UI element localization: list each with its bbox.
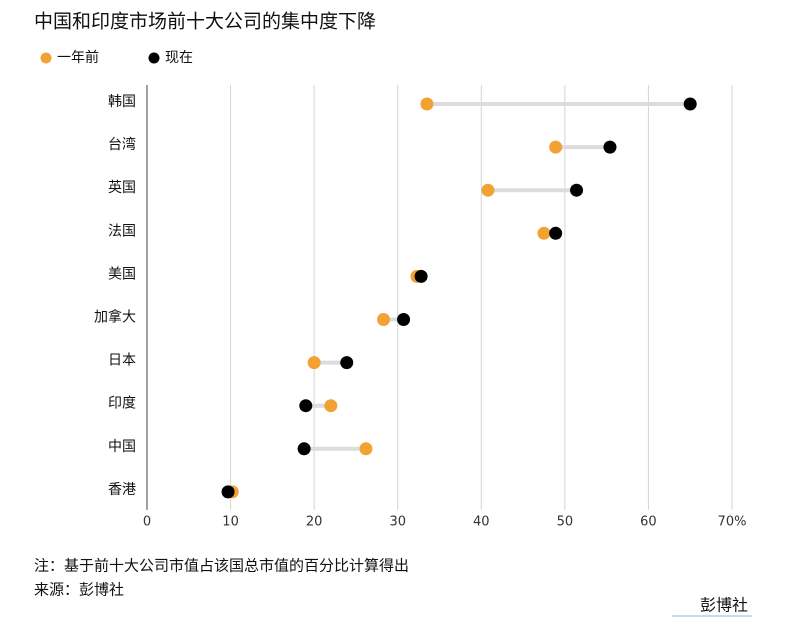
logo: 彭博社 (700, 596, 748, 615)
dot (420, 97, 434, 111)
dot (603, 140, 617, 154)
dot (221, 485, 235, 499)
y-tick-label: 日本 (108, 353, 136, 369)
dot (549, 140, 563, 154)
x-tick-label: 50 (557, 515, 574, 530)
x-tick-label: 10 (222, 515, 239, 530)
dot (307, 356, 321, 370)
y-tick-label: 英国 (108, 179, 136, 196)
dot (297, 442, 311, 456)
dot (570, 183, 584, 197)
source: 来源：彭博社 (34, 581, 124, 599)
x-tick-label: 20 (306, 515, 323, 530)
note: 注：基于前十大公司市值占该国总市值的百分比计算得出 (34, 557, 409, 575)
y-tick-label: 印度 (108, 396, 136, 412)
y-tick-label: 韩国 (108, 94, 136, 110)
y-tick-label: 香港 (108, 482, 136, 498)
legend-marker (148, 52, 160, 64)
x-tick-label: 60 (640, 515, 657, 530)
dot (324, 399, 338, 413)
x-tick-label: 70% (718, 515, 747, 530)
y-tick-label: 美国 (108, 266, 136, 282)
y-tick-label: 法国 (108, 223, 136, 239)
x-tick-label: 0 (143, 515, 151, 530)
y-tick-label: 加拿大 (94, 309, 136, 326)
legend-label: 一年前 (57, 49, 99, 66)
x-tick-label: 30 (389, 515, 406, 530)
y-tick-label: 中国 (108, 439, 136, 455)
dot (359, 442, 373, 456)
dot (340, 356, 354, 370)
legend-marker (40, 52, 52, 64)
y-tick-label: 台湾 (108, 136, 136, 153)
dot (377, 313, 391, 326)
chart-title: 中国和印度市场前十大公司的集中度下降 (34, 11, 376, 33)
dot (549, 226, 563, 240)
dot (481, 183, 495, 197)
dot (683, 97, 697, 111)
x-tick-label: 40 (473, 515, 490, 530)
dot (397, 313, 411, 326)
legend-label: 现在 (165, 50, 193, 66)
dot (537, 226, 551, 240)
dot (414, 269, 428, 283)
dot (299, 399, 313, 413)
